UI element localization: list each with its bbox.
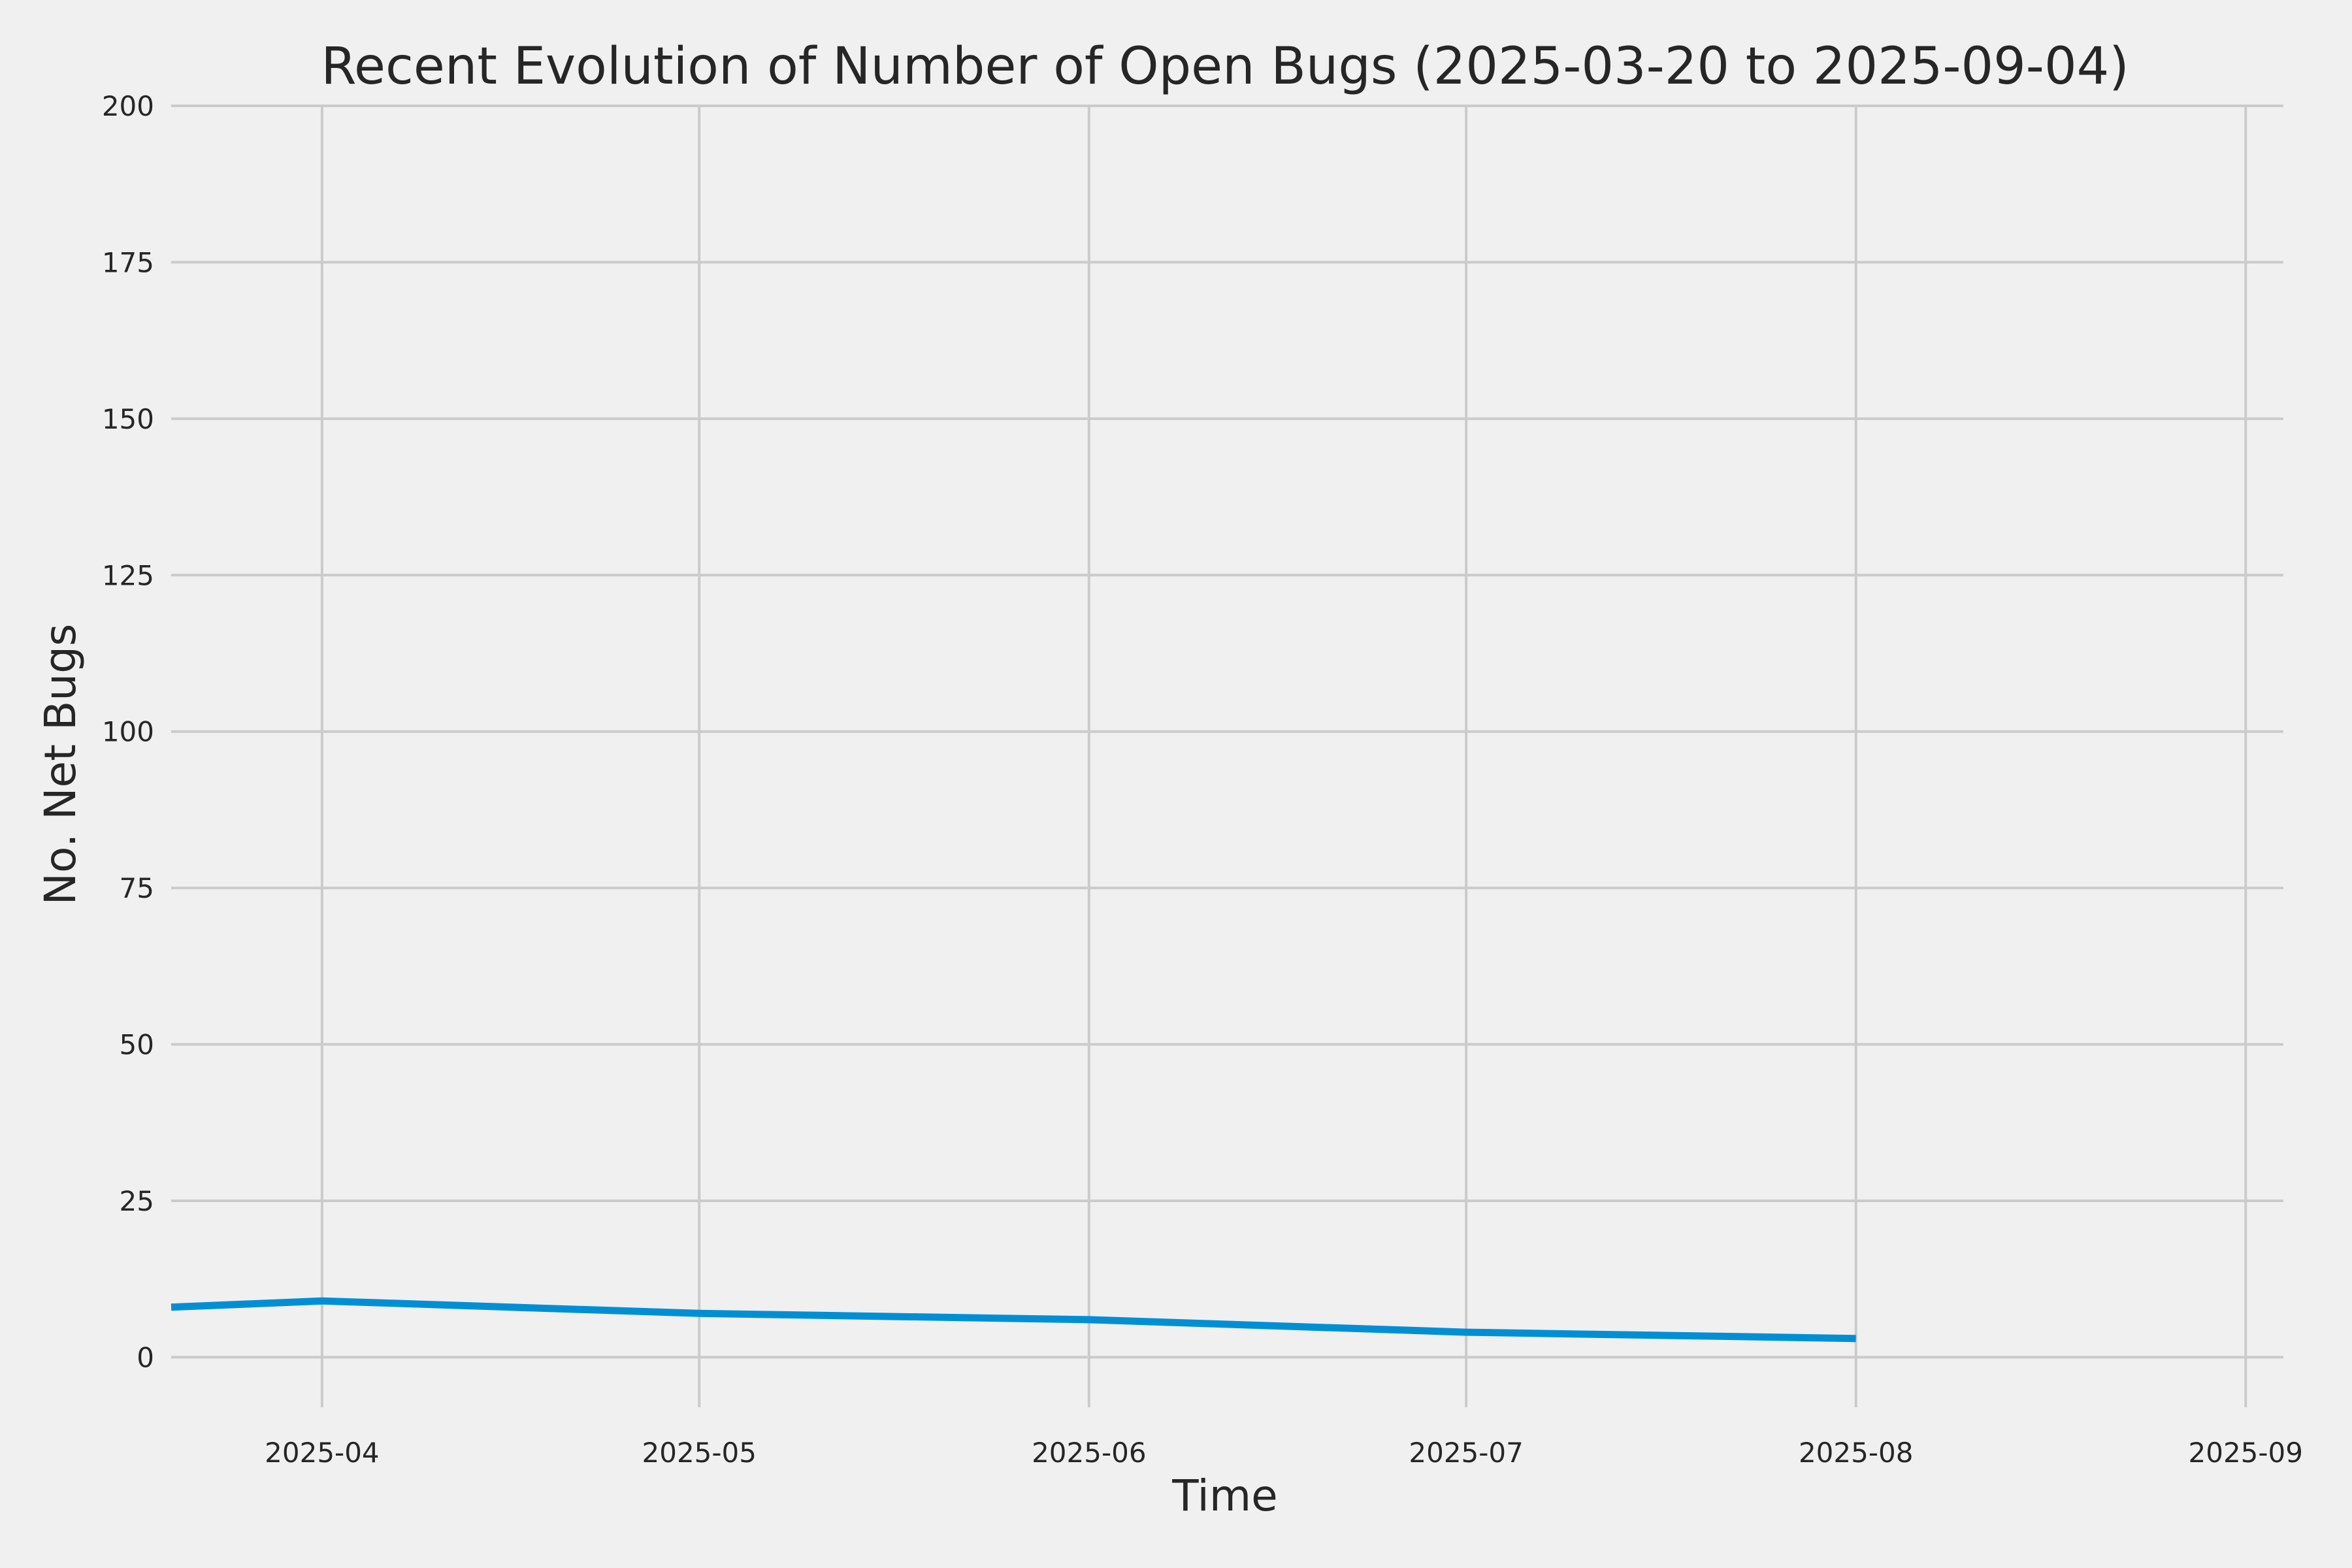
x-axis-label: Time — [1171, 1471, 1278, 1521]
x-tick-label: 2025-09 — [2189, 1437, 2304, 1469]
x-tick-label: 2025-04 — [265, 1437, 380, 1469]
y-tick-label: 125 — [102, 559, 154, 591]
y-tick-label: 150 — [102, 403, 154, 435]
y-axis-label: No. Net Bugs — [35, 624, 86, 906]
y-tick-label: 100 — [102, 716, 154, 748]
y-tick-label: 75 — [120, 872, 154, 904]
series-line — [171, 1297, 1856, 1343]
y-tick-label: 50 — [120, 1029, 154, 1061]
series-lines — [171, 1297, 1856, 1343]
y-tick-label: 0 — [137, 1341, 154, 1373]
x-tick-label: 2025-05 — [642, 1437, 757, 1469]
x-tick-label: 2025-07 — [1409, 1437, 1524, 1469]
x-tick-label: 2025-06 — [1032, 1437, 1147, 1469]
y-tick-label: 200 — [102, 90, 154, 122]
y-tick-label: 25 — [120, 1185, 154, 1217]
tick-labels: 0 25 50 75 100 125 150 175 200 2025-04 2025-05 2025… — [102, 90, 2303, 1469]
chart-title: Recent Evolution of Number of Open Bugs … — [321, 37, 2129, 96]
y-tick-label: 175 — [102, 246, 154, 278]
x-tick-label: 2025-08 — [1799, 1437, 1914, 1469]
grid-lines — [171, 105, 2283, 1407]
